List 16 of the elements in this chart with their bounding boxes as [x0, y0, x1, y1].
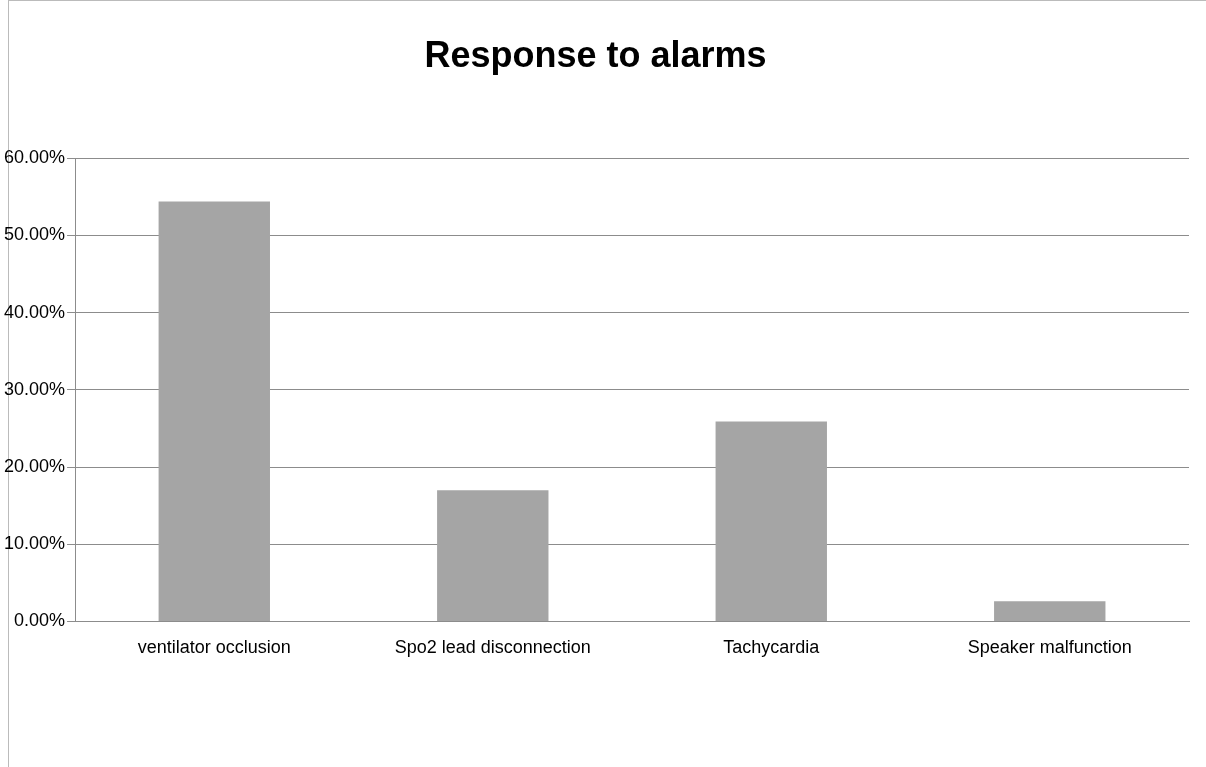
x-tick-label: Speaker malfunction: [967, 637, 1132, 658]
y-tick-label: 20.00%: [3, 455, 66, 476]
chart-title: Response to alarms: [424, 33, 767, 75]
bar: [715, 421, 827, 621]
y-tick-label: 30.00%: [3, 378, 66, 399]
y-tick-label: 40.00%: [3, 301, 66, 322]
bar: [437, 490, 549, 621]
x-tick-label: ventilator occlusion: [137, 637, 291, 658]
y-tick-label: 60.00%: [3, 147, 66, 168]
y-tick-label: 0.00%: [14, 610, 66, 631]
y-tick-label: 10.00%: [3, 533, 66, 554]
bar: [158, 201, 270, 621]
y-tick-label: 50.00%: [3, 224, 66, 245]
x-tick-label: Tachycardia: [723, 637, 821, 658]
bar: [994, 601, 1106, 621]
x-tick-label: Spo2 lead disconnection: [394, 637, 591, 658]
